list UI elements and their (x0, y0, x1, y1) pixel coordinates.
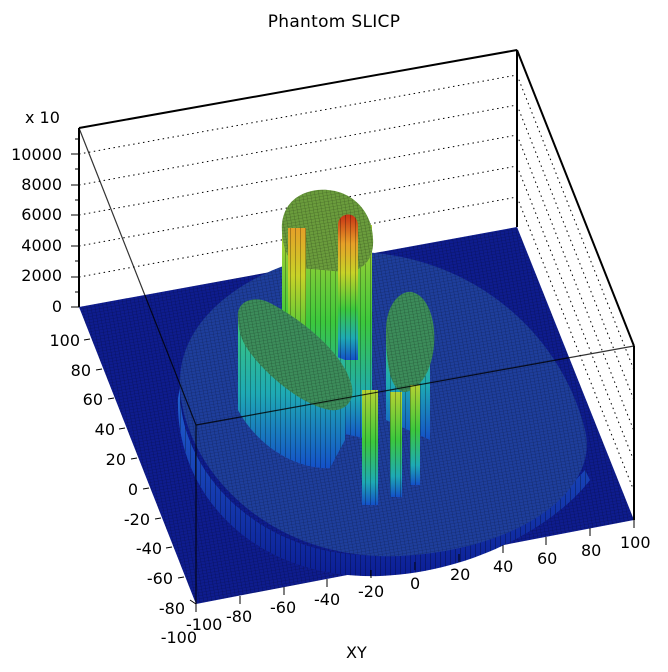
x-tick-label: -80 (226, 607, 253, 626)
y-tick-label: -40 (135, 539, 162, 558)
y-tick-label: 80 (70, 361, 91, 380)
z-exponent-label: x 10 (25, 108, 60, 127)
left-ellipse (237, 299, 353, 469)
x-axis-ticks (195, 520, 635, 612)
z-tick-label: 2000 (21, 266, 62, 285)
chart-title: Phantom SLICP (267, 12, 401, 32)
y-tick-label: -100 (160, 628, 197, 647)
y-tick-label: -80 (158, 599, 185, 618)
back-walls (79, 50, 634, 520)
x-tick-label: 60 (537, 549, 558, 568)
x-tick-label: 40 (493, 557, 514, 576)
x-tick-label: -60 (270, 598, 297, 617)
z-tick-label: 0 (51, 297, 62, 316)
x-tick-label: -20 (358, 582, 385, 601)
x-tick-label: 0 (410, 574, 421, 593)
x-tick-label: 20 (450, 565, 471, 584)
axis-title-xy: XY (346, 643, 367, 662)
floor-axis-lines (78, 127, 635, 604)
x-tick-label: 80 (581, 541, 602, 560)
z-axis-ticks (71, 138, 79, 308)
y-tick-label: 20 (105, 450, 126, 469)
z-tick-label: 4000 (21, 236, 62, 255)
y-tick-label: -20 (123, 510, 150, 529)
y-axis-ticks (83, 338, 197, 605)
x-tick-label: 100 (620, 533, 651, 552)
y-tick-label: 60 (82, 390, 103, 409)
y-tick-label: -60 (146, 569, 173, 588)
y-tick-label: 40 (94, 420, 115, 439)
z-gridlines (78, 74, 635, 492)
x-tick-label: -40 (314, 590, 341, 609)
z-tick-label: 10000 (11, 145, 62, 164)
z-tick-label: 8000 (21, 175, 62, 194)
x-tick-label: -100 (186, 615, 223, 634)
z-tick-label: 6000 (21, 205, 62, 224)
y-tick-label: 0 (127, 480, 138, 499)
small-columns (362, 385, 420, 505)
y-tick-label: 100 (49, 331, 80, 350)
